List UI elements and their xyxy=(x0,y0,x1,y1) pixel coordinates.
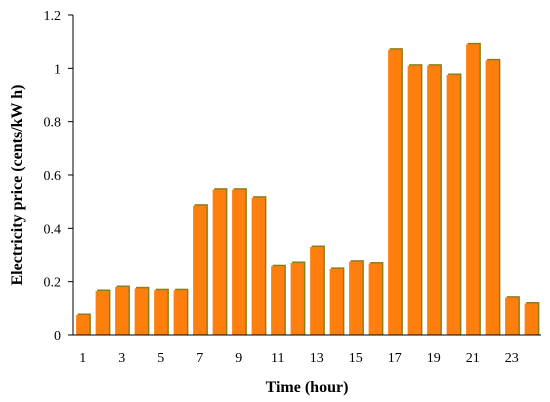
bar-hour-24 xyxy=(524,303,538,335)
bar-hour-12 xyxy=(290,263,304,335)
bar-hour-5 xyxy=(154,290,168,335)
x-ticks-layer: 1 3 5 7 9 11 13 15 17 19 21 23 xyxy=(79,351,519,366)
y-tick-label: 0.6 xyxy=(44,169,62,184)
bar-hour-19 xyxy=(427,65,441,336)
y-tick-label: 0.2 xyxy=(44,276,62,291)
bar-hour-18 xyxy=(407,65,421,336)
bar-hour-22 xyxy=(485,60,499,335)
bar-hour-23 xyxy=(505,297,519,335)
bar-hour-11 xyxy=(271,266,285,335)
bars-layer xyxy=(76,42,540,336)
x-tick-label: 3 xyxy=(118,351,125,366)
bar-hour-8 xyxy=(212,189,226,335)
x-tick-label: 19 xyxy=(427,351,441,366)
bar-hour-10 xyxy=(251,197,265,335)
bar-hour-3 xyxy=(115,287,129,335)
y-axis-title: Electricity price (cents/kW h) xyxy=(9,85,26,286)
x-tick-label: 1 xyxy=(79,351,86,366)
x-tick-label: 13 xyxy=(310,351,324,366)
bar-hour-13 xyxy=(310,247,324,335)
bar-hour-17 xyxy=(388,49,402,336)
x-tick-label: 7 xyxy=(196,351,203,366)
bar-hour-1 xyxy=(76,315,90,335)
bar-hour-9 xyxy=(232,189,246,335)
bar-hour-4 xyxy=(134,288,148,335)
x-tick-label: 17 xyxy=(388,351,402,366)
y-tick-label: 1 xyxy=(54,62,61,77)
x-tick-label: 21 xyxy=(466,351,480,366)
x-tick-label: 23 xyxy=(505,351,519,366)
y-tick-label: 0.4 xyxy=(44,222,62,237)
bar-hour-14 xyxy=(329,268,343,335)
bar-hour-6 xyxy=(173,290,187,335)
x-tick-label: 5 xyxy=(157,351,164,366)
bar-hour-15 xyxy=(349,261,363,335)
bar-hour-21 xyxy=(466,44,480,335)
y-tick-label: 0.8 xyxy=(44,116,62,131)
bar-hour-20 xyxy=(446,75,460,335)
x-tick-label: 9 xyxy=(235,351,242,366)
bar-hour-16 xyxy=(368,263,382,335)
x-tick-label: 15 xyxy=(349,351,363,366)
bar-hour-2 xyxy=(95,291,109,335)
bar-hour-7 xyxy=(193,205,207,335)
y-ticks-layer: 0 0.2 0.4 0.6 0.8 1 1.2 xyxy=(44,9,73,344)
x-axis-title: Time (hour) xyxy=(266,379,349,396)
y-tick-label: 1.2 xyxy=(44,9,62,24)
x-tick-label: 11 xyxy=(271,351,284,366)
y-tick-label: 0 xyxy=(54,329,61,344)
